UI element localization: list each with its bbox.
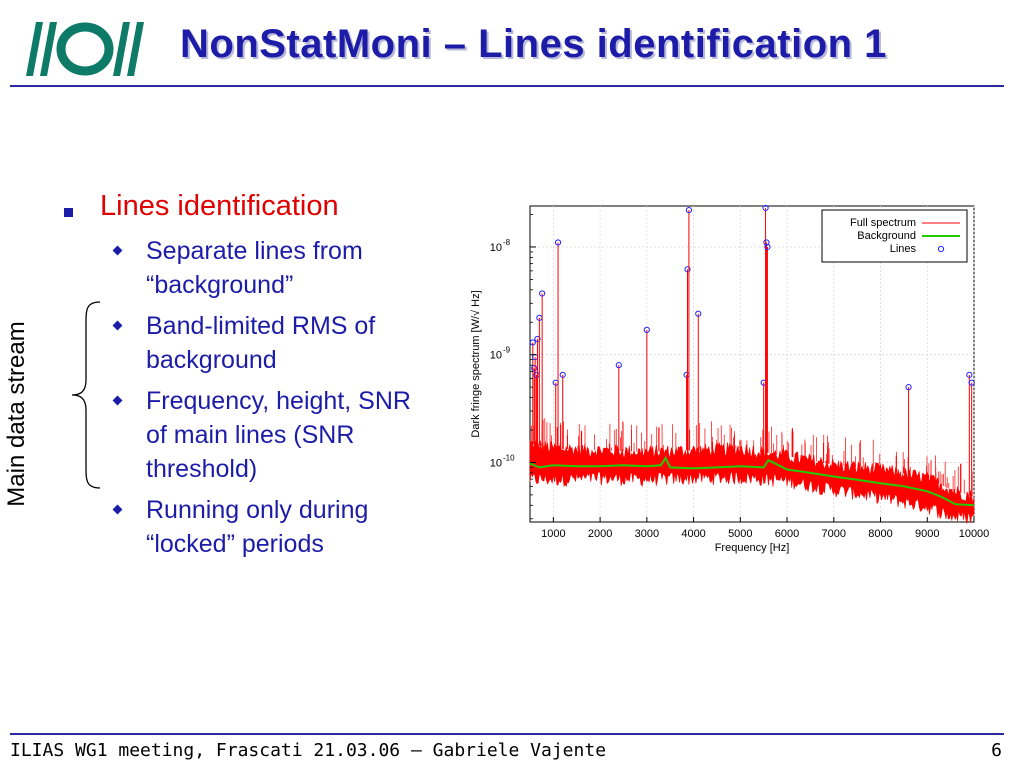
line-marker [684,266,691,273]
ego-virgo-logo-icon [26,22,144,76]
x-tick-label: 7000 [822,528,846,540]
y-tick-exponent: -10 [503,453,515,462]
x-tick-label: 3000 [635,528,659,540]
sub-bullet-line: Separate lines from [146,237,363,265]
line-marker [534,335,541,343]
side-label: Main data stream [3,321,30,507]
y-tick-exponent: -8 [503,238,511,247]
background-line [529,455,975,507]
sub-bullet-line: Running only during [146,496,369,524]
x-tick-label: 10000 [959,528,990,540]
line-marker [531,365,538,372]
background-series [529,455,975,507]
line-marker [643,326,650,333]
line-marker [529,339,536,346]
y-tick-label: 10 [490,242,502,254]
spectrum-chart: 1000 2000 3000 4000 5000 6000 7000 8000 9000 1000… [470,204,989,554]
lines-series [529,204,975,497]
x-tick-label: 4000 [681,528,705,540]
sub-bullet-line: Frequency, height, SNR [146,387,411,415]
legend-swatch-lines [937,245,945,253]
title-divider [10,85,1004,87]
square-bullet-icon [64,208,73,217]
x-axis-ticks: 1000 2000 3000 4000 5000 6000 7000 8000 9000 1000… [541,517,989,540]
y-tick-exponent: -9 [503,346,511,355]
line-marker [685,206,693,214]
full-spectrum-band [529,440,975,524]
line-marker [763,239,770,246]
line-marker [966,371,973,378]
chart-legend: Full spectrum Background Lines [821,209,968,263]
bullet-heading: Lines identification [100,190,339,222]
diamond-bullet-icon [112,320,123,331]
x-tick-label: 8000 [868,528,892,540]
x-tick-label: 2000 [588,528,612,540]
sub-bullet-line: Band-limited RMS of [146,312,376,340]
y-tick-label: 10 [490,457,502,469]
line-marker [762,204,769,212]
line-marker [615,362,622,369]
footer-divider [10,733,1004,735]
page-number: 6 [991,740,1002,761]
sub-bullet-line: “locked” periods [146,530,324,558]
line-marker [905,384,912,391]
line-marker [559,371,566,378]
full-spectrum-series [529,418,975,524]
line-marker [764,243,771,251]
x-tick-label: 1000 [541,528,565,540]
diamond-bullet-icon [112,504,123,515]
footer-text: ILIAS WG1 meeting, Frascati 21.03.06 – G… [10,740,607,761]
line-marker [968,379,975,386]
x-tick-label: 5000 [728,528,752,540]
curly-brace-icon [71,301,101,489]
diamond-bullet-icon [112,395,123,406]
legend-label-background: Background [857,230,916,242]
x-tick-label: 9000 [915,528,939,540]
line-marker [695,310,702,317]
line-marker [539,290,546,297]
sub-bullet-line: background [146,346,277,374]
sub-bullet-line: of main lines (SNR [146,421,355,449]
legend-label-lines: Lines [890,243,917,255]
sub-bullet-line: “background” [146,271,294,299]
x-tick-label: 6000 [775,528,799,540]
y-tick-label: 10 [490,350,502,362]
line-marker [554,239,562,246]
slide-title: NonStatMoni – Lines identification 1 [180,22,887,66]
diamond-bullet-icon [112,245,123,256]
legend-label-full-spectrum: Full spectrum [850,217,916,229]
sub-bullet-line: threshold) [146,455,258,483]
x-axis-label: Frequency [Hz] [715,542,790,554]
y-axis-label: Dark fringe spectrum [W/√ Hz] [470,290,482,437]
